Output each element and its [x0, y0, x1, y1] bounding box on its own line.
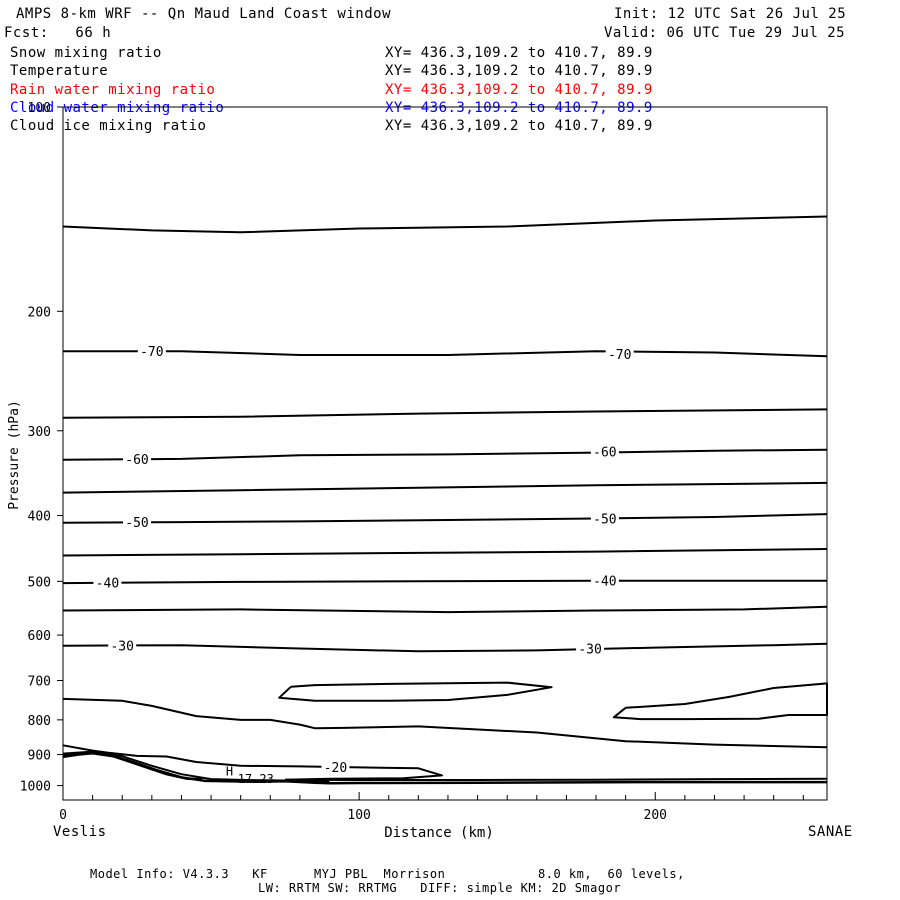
contour-line-11: [278, 681, 553, 702]
contour-line-13: [62, 744, 443, 781]
contour-label-bg: [321, 758, 350, 774]
legend-label-cloud-water: Cloud water mixing ratio: [10, 100, 225, 116]
x-tick-label: 0: [59, 808, 67, 823]
forecast-hour: Fcst: 66 h: [4, 25, 112, 41]
contour-label: -70: [140, 345, 163, 360]
contour-label-bg: [590, 510, 619, 526]
contour-label-bg: [576, 640, 605, 656]
legend-label-rain: Rain water mixing ratio: [10, 82, 216, 98]
contour-label: -60: [125, 453, 148, 468]
contour-line-2: [62, 408, 828, 419]
contour-label-bg: [93, 574, 122, 590]
contour-label-bg: [590, 572, 619, 588]
y-tick-label: 100: [28, 101, 51, 116]
contour-line-9: [62, 642, 828, 653]
y-tick-label: 800: [28, 714, 51, 729]
y-tick-label: 900: [28, 749, 51, 764]
contour-label: -50: [125, 516, 148, 531]
valid-time: Valid: 06 UTC Tue 29 Jul 25: [604, 25, 846, 41]
y-tick-label: 300: [28, 425, 51, 440]
init-time: Init: 12 UTC Sat 26 Jul 25: [614, 6, 847, 22]
contour-label-bg: [137, 343, 166, 359]
x-tick-label: 100: [347, 808, 370, 823]
contour-line-7: [62, 579, 827, 585]
contour-line-10: [62, 697, 828, 749]
contour-label-bg: [605, 345, 634, 361]
contour-line-3: [62, 448, 828, 461]
legend-xy-cloud-ice: XY= 436.3,109.2 to 410.7, 89.9: [385, 118, 653, 134]
contour-label: -30: [110, 640, 133, 655]
contour-line-8: [62, 605, 828, 614]
contour-line-6: [62, 548, 828, 557]
contour-label: -40: [96, 577, 119, 592]
contour-line-5: [62, 513, 828, 524]
y-tick-label: 1000: [20, 780, 51, 795]
contour-label: -30: [578, 643, 601, 658]
y-tick-label: 400: [28, 510, 51, 525]
endpoint-right: SANAE: [808, 824, 853, 840]
contour-label-bg: [590, 443, 619, 459]
contour-label: -60: [593, 446, 616, 461]
contour-label: -20: [324, 761, 347, 776]
contour-label-bg: [123, 514, 152, 530]
contour-label: -70: [608, 348, 631, 363]
y-tick-label: 600: [28, 629, 51, 644]
contour-line-0: [62, 215, 828, 234]
extremum-annotation: H: [226, 765, 233, 779]
legend-label-snow: Snow mixing ratio: [10, 45, 162, 61]
model-info-line2: LW: RRTM SW: RRTMG DIFF: simple KM: 2D S…: [258, 881, 622, 895]
y-axis-label: Pressure (hPa): [7, 400, 22, 510]
plot-frame: [62, 106, 828, 801]
contour-line-12: [612, 682, 828, 721]
legend-xy-cloud-water: XY= 436.3,109.2 to 410.7, 89.9: [385, 100, 653, 116]
contour-line-14: [285, 777, 828, 781]
chart-title: AMPS 8-km WRF -- Qn Maud Land Coast wind…: [16, 6, 392, 22]
y-tick-label: 700: [28, 675, 51, 690]
contour-label-bg: [108, 637, 137, 653]
contour-line-16: [62, 752, 203, 781]
legend-xy-temperature: XY= 436.3,109.2 to 410.7, 89.9: [385, 63, 653, 79]
x-tick-label: 200: [644, 808, 667, 823]
legend-xy-rain: XY= 436.3,109.2 to 410.7, 89.9: [385, 82, 653, 98]
extremum-annotation: 17.23: [238, 772, 274, 786]
contour-line-17: [62, 750, 330, 783]
legend-label-cloud-ice: Cloud ice mixing ratio: [10, 118, 207, 134]
contour-label-bg: [123, 450, 152, 466]
x-axis-label: Distance (km): [384, 825, 494, 841]
y-tick-label: 500: [28, 575, 51, 590]
contour-label: -50: [593, 513, 616, 528]
contour-label: -40: [593, 575, 616, 590]
model-info-line1: Model Info: V4.3.3 KF MYJ PBL Morrison 8…: [90, 867, 685, 881]
y-tick-label: 200: [28, 305, 51, 320]
legend-xy-snow: XY= 436.3,109.2 to 410.7, 89.9: [385, 45, 653, 61]
legend-label-temperature: Temperature: [10, 63, 109, 79]
endpoint-left: Veslis: [53, 824, 107, 840]
contour-line-1: [63, 350, 828, 358]
contour-line-4: [62, 481, 828, 494]
